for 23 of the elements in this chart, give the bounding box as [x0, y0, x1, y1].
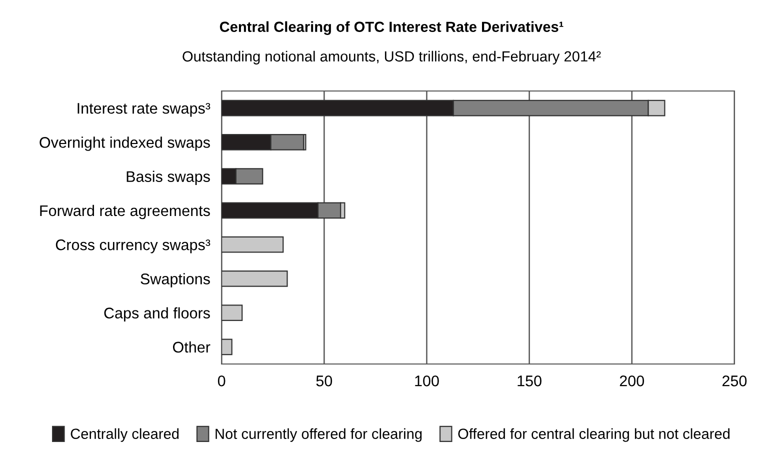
- y-tick-label: Other: [172, 341, 210, 353]
- legend-label: Offered for central clearing but not cleared: [458, 428, 730, 442]
- x-tick-label: 100: [415, 376, 439, 386]
- bar: [222, 236, 284, 253]
- x-tick-label: 250: [722, 376, 747, 386]
- y-tick-label: Interest rate swaps³: [78, 102, 210, 117]
- x-tick-label: 50: [316, 376, 332, 386]
- legend-label: Not currently offered for clearing: [216, 428, 422, 442]
- x-tick-label: 150: [518, 376, 542, 386]
- chart-title: Central Clearing of OTC Interest Rate Derivatives¹: [220, 21, 564, 35]
- y-tick-label: Cross currency swaps³: [56, 239, 210, 254]
- y-tick-label: Swaptions: [140, 273, 210, 288]
- x-tick-label: 0: [218, 376, 226, 386]
- bar: [222, 270, 288, 287]
- bar: [222, 338, 232, 356]
- y-tick-label: Caps and floors: [104, 307, 210, 322]
- x-tick-label: 200: [620, 376, 644, 386]
- chart-subtitle: Outstanding notional amounts, USD trillions, end-February 2014²: [182, 50, 601, 64]
- y-tick-label: Basis swaps: [126, 170, 210, 186]
- legend-label: Centrally cleared: [70, 428, 179, 442]
- y-tick-label: Overnight indexed swaps: [40, 136, 210, 151]
- y-tick-label: Forward rate agreements: [40, 204, 210, 220]
- bar: [222, 304, 243, 322]
